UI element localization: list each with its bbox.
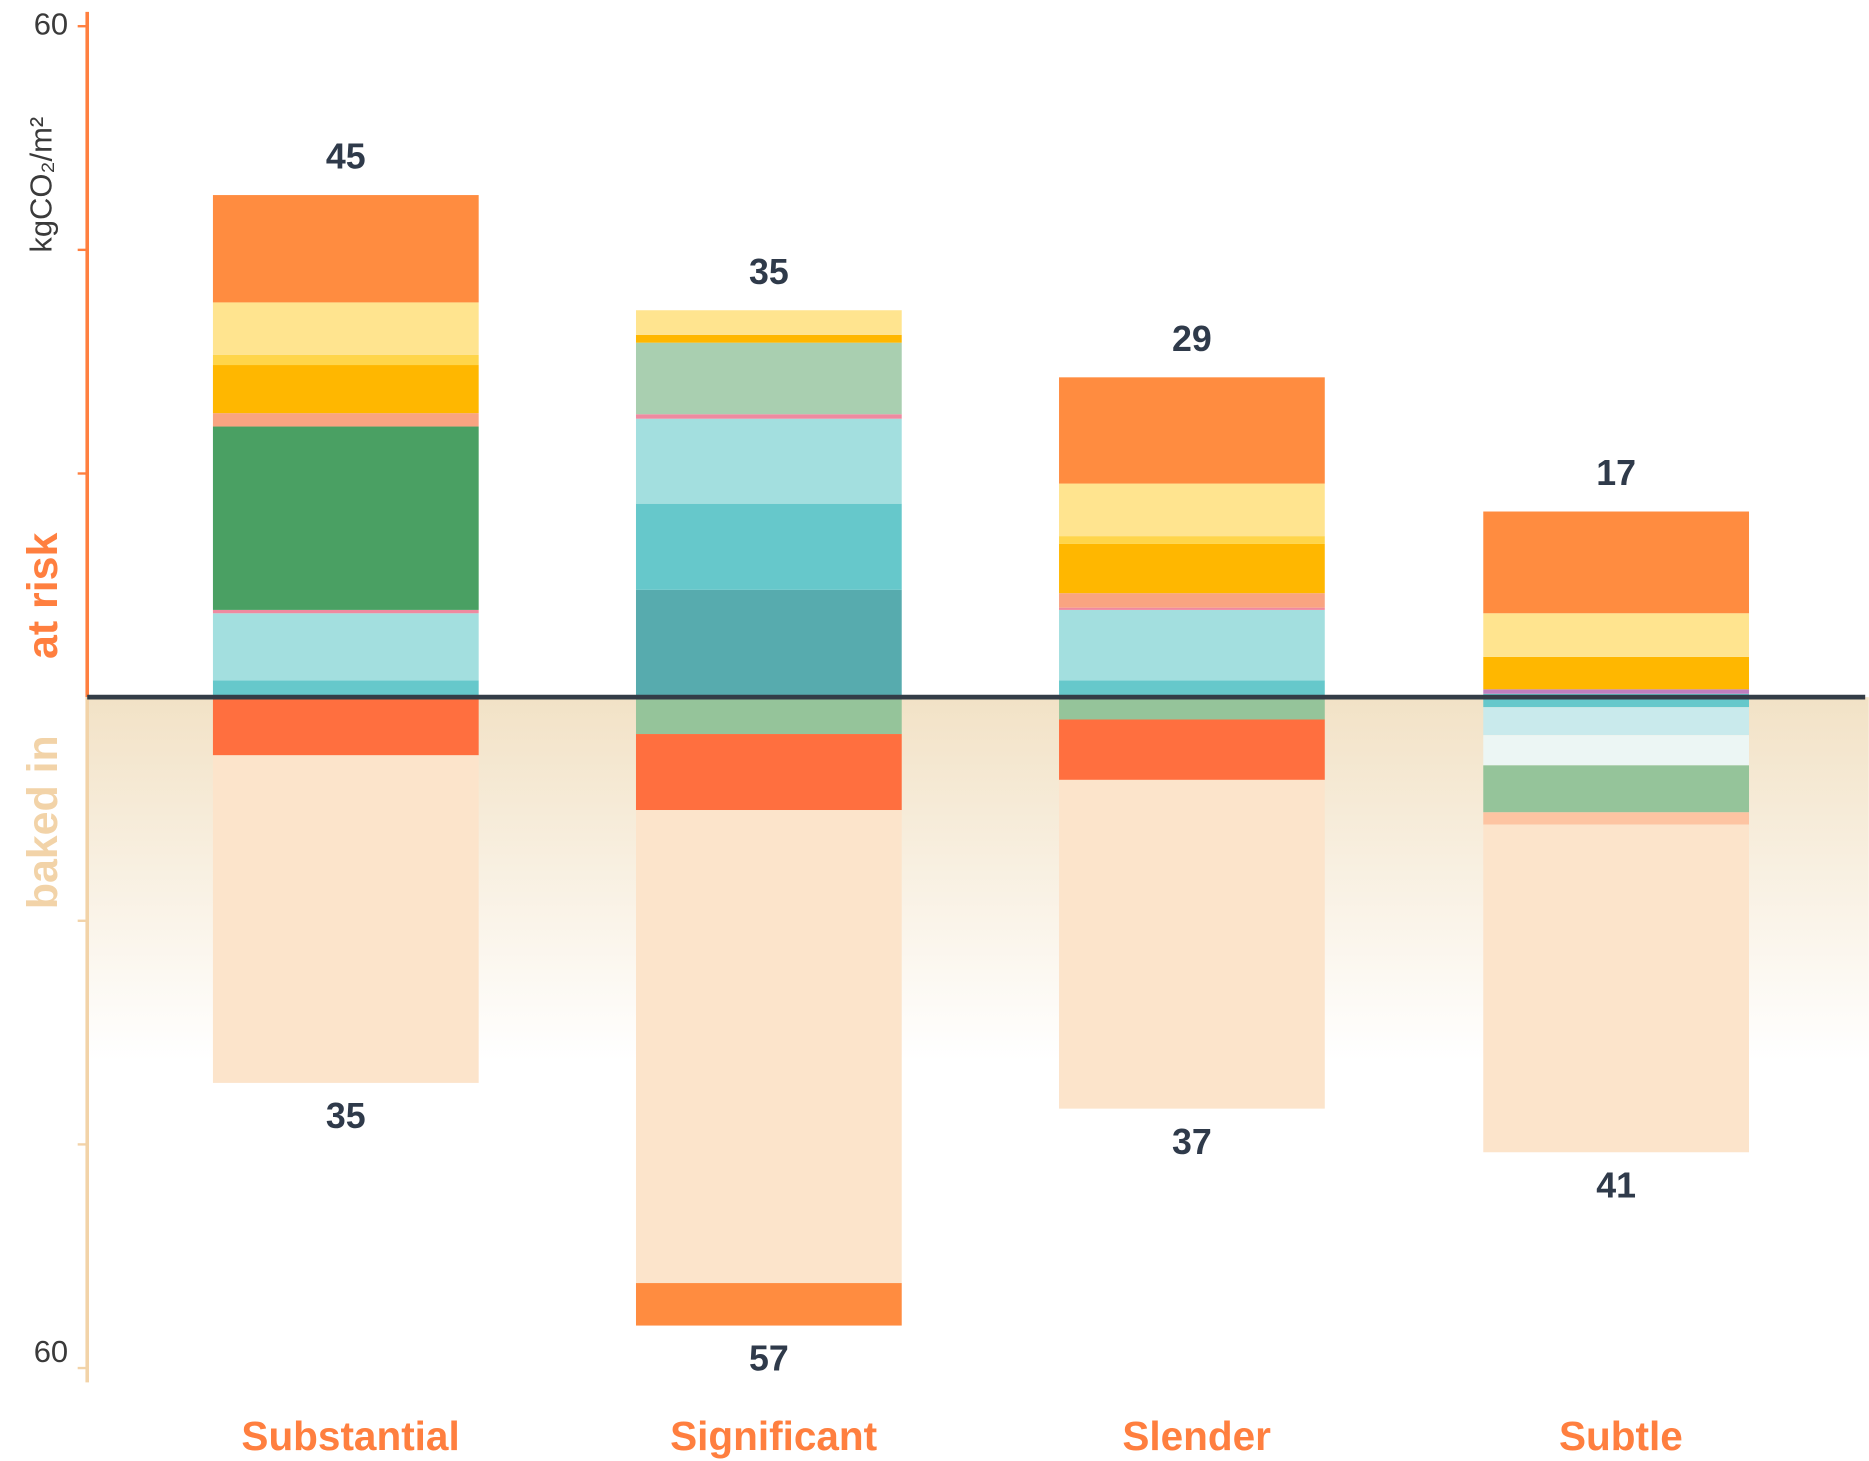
x-tick-label: Substantial (241, 1413, 459, 1459)
bar-segment (635, 503, 902, 590)
y-tick-label: 60 (34, 6, 68, 41)
bar-segment (1483, 765, 1750, 813)
bar-segment (212, 302, 479, 355)
bar-segment (635, 1283, 902, 1326)
bar-segment (1059, 609, 1325, 681)
bar-segment (1483, 824, 1750, 1153)
bar-segment (1483, 689, 1750, 694)
total-above: 45 (326, 137, 366, 177)
bar-segment (1059, 536, 1325, 544)
bar-segment (212, 426, 479, 610)
bar-segment (1059, 779, 1325, 1109)
bar-segment (635, 810, 902, 1284)
bar-segment (212, 609, 479, 614)
x-tick-label: Slender (1122, 1413, 1271, 1459)
bar-segment (212, 697, 479, 756)
bar-segment (212, 613, 479, 681)
total-above: 17 (1596, 453, 1636, 493)
bar-segment (1059, 607, 1325, 610)
bar-segment (212, 365, 479, 414)
bar-segment (1483, 697, 1750, 708)
bar-segment (1059, 543, 1325, 594)
bar-segment (635, 310, 902, 335)
bar-segment (1059, 593, 1325, 608)
bar-segment (212, 413, 479, 427)
baked-in-label: baked in (19, 735, 67, 909)
bar-segment (635, 418, 902, 504)
bar-segment (212, 755, 479, 1083)
bar-segment (1483, 735, 1750, 766)
bar-segment (212, 354, 479, 366)
total-above: 29 (1172, 319, 1212, 359)
bar-segment (1483, 707, 1750, 736)
bar-segment (1483, 812, 1750, 825)
bar-segment (212, 195, 479, 303)
y-tick-label: 60 (34, 1334, 68, 1369)
bar-segment (1483, 656, 1750, 690)
bar-segment (1059, 697, 1325, 720)
bar-segment (1483, 511, 1750, 614)
total-above: 35 (749, 252, 789, 292)
bar-segment (635, 414, 902, 419)
total-below: 57 (749, 1339, 789, 1379)
bar-segment (212, 680, 479, 698)
bar-segment (635, 342, 902, 415)
bar-segment (1059, 483, 1325, 537)
bar-segment (635, 734, 902, 811)
x-tick-label: Subtle (1559, 1413, 1683, 1459)
bar-segment (1059, 377, 1325, 484)
y-axis-label: kgCO₂/m² (23, 117, 58, 253)
x-tick-label: Significant (670, 1413, 877, 1459)
bar-segment (635, 697, 902, 735)
bar-segment (1059, 680, 1325, 698)
total-below: 35 (326, 1096, 366, 1136)
bar-segment (1483, 613, 1750, 657)
total-below: 41 (1596, 1165, 1636, 1205)
total-below: 37 (1172, 1122, 1212, 1162)
bar-segment (1059, 719, 1325, 780)
at-risk-label: at risk (19, 533, 67, 660)
bar-segment (635, 334, 902, 343)
bar-segment (635, 589, 902, 698)
